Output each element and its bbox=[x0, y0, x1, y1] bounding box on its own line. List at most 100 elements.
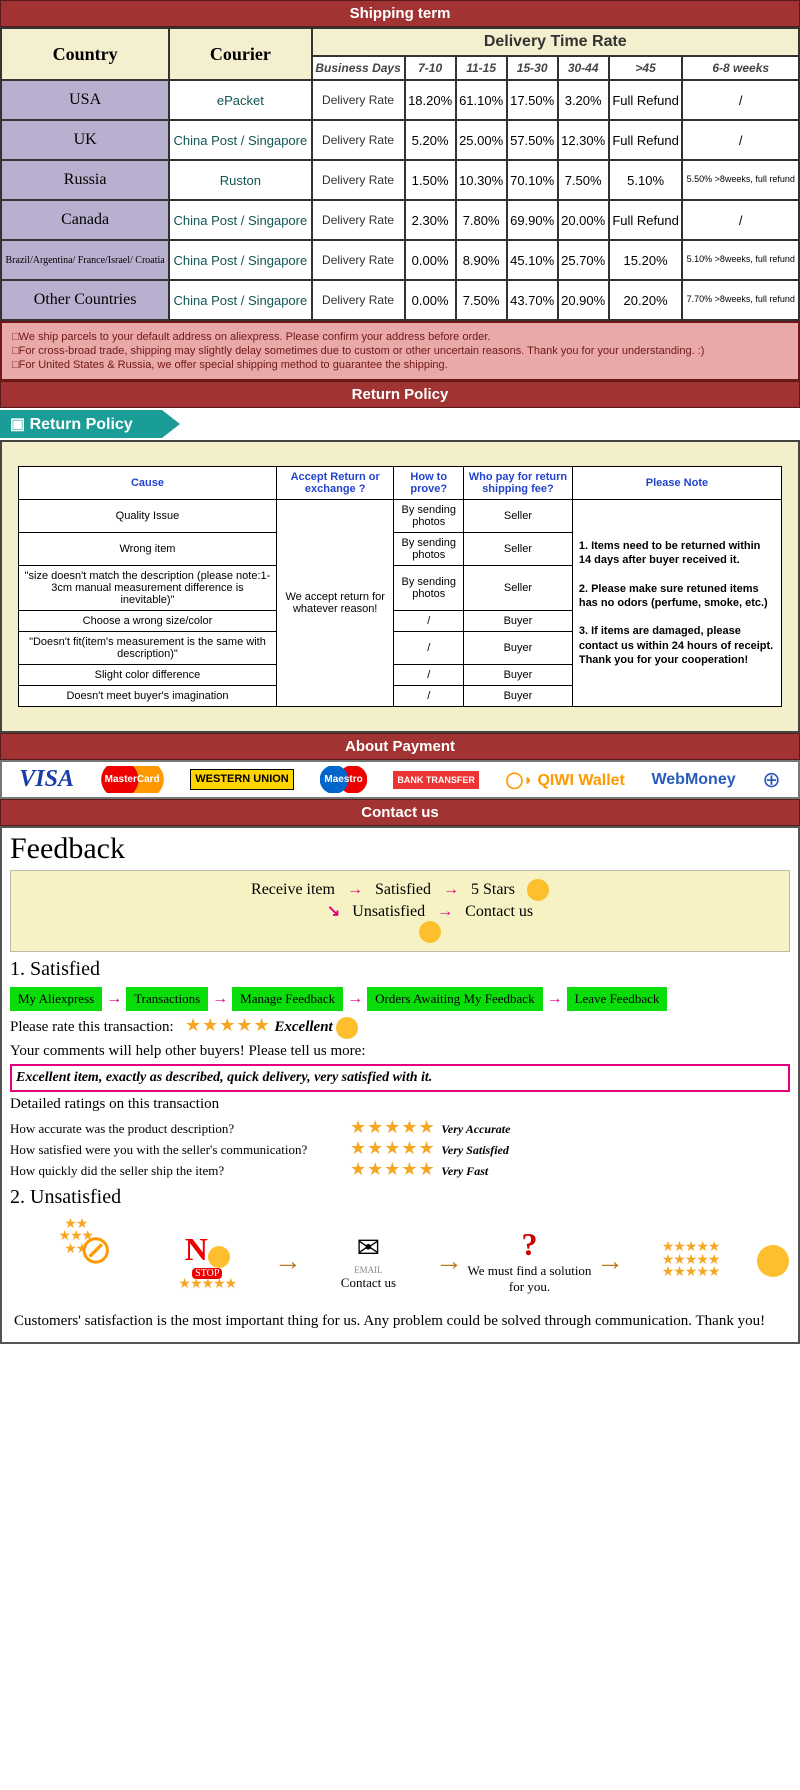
subcol: >45 bbox=[609, 56, 683, 80]
prove-cell: / bbox=[394, 632, 464, 665]
payer-cell: Buyer bbox=[464, 611, 573, 632]
solution-step: ? We must find a solution for you. bbox=[465, 1226, 595, 1295]
frown-icon bbox=[208, 1246, 230, 1268]
rate-cell: 20.90% bbox=[558, 280, 609, 320]
satisfied-steps: My Aliexpress→Transactions→Manage Feedba… bbox=[10, 987, 790, 1011]
cause-cell: Wrong item bbox=[19, 533, 277, 566]
courier-cell: Ruston bbox=[169, 160, 311, 200]
payment-header: About Payment bbox=[0, 733, 800, 760]
subcol: 15-30 bbox=[507, 56, 558, 80]
payer-cell: Buyer bbox=[464, 665, 573, 686]
return-col: Cause bbox=[19, 467, 277, 500]
cause-cell: Slight color difference bbox=[19, 665, 277, 686]
cause-cell: Choose a wrong size/color bbox=[19, 611, 277, 632]
return-col: Accept Return or exchange ? bbox=[276, 467, 394, 500]
webmoney-logo: WebMoney bbox=[651, 771, 735, 789]
subcol: Business Days bbox=[312, 56, 405, 80]
rate-cell: 57.50% bbox=[507, 120, 558, 160]
ship-note: □For United States & Russia, we offer sp… bbox=[12, 359, 788, 371]
arrow-icon: → bbox=[596, 1245, 624, 1277]
cause-cell: Quality Issue bbox=[19, 500, 277, 533]
rate-cell: 5.10% bbox=[609, 160, 683, 200]
prove-cell: / bbox=[394, 611, 464, 632]
return-col: How to prove? bbox=[394, 467, 464, 500]
col-delivery: Delivery Time Rate bbox=[312, 28, 799, 56]
cause-cell: "Doesn't fit(item's measurement is the s… bbox=[19, 632, 277, 665]
ship-note: □For cross-broad trade, shipping may sli… bbox=[12, 345, 788, 357]
country-cell: Canada bbox=[1, 200, 169, 240]
no-stars-icon: ★★★★★★★ ⊘ bbox=[11, 1219, 141, 1304]
green-step: Leave Feedback bbox=[567, 987, 668, 1011]
rate-cell: 45.10% bbox=[507, 240, 558, 280]
detail-row: How accurate was the product description… bbox=[10, 1117, 790, 1138]
prove-cell: / bbox=[394, 665, 464, 686]
green-step: Orders Awaiting My Feedback bbox=[367, 987, 542, 1011]
rate-transaction: Please rate this transaction: ★★★★★ Exce… bbox=[10, 1015, 790, 1039]
stars-icon: ★★★★★ bbox=[185, 1015, 271, 1035]
rate-cell: 12.30% bbox=[558, 120, 609, 160]
rate-cell: 5.20% bbox=[405, 120, 456, 160]
detail-q: How satisfied were you with the seller's… bbox=[10, 1142, 350, 1158]
rating-word: Excellent bbox=[274, 1019, 332, 1035]
rate-cell: Delivery Rate bbox=[312, 200, 405, 240]
country-cell: Other Countries bbox=[1, 280, 169, 320]
return-col: Who pay for return shipping fee? bbox=[464, 467, 573, 500]
stars-icon: ★★★★★ bbox=[350, 1117, 441, 1137]
detail-rating: Very Accurate bbox=[441, 1122, 510, 1136]
arrow-icon: → bbox=[106, 990, 122, 1007]
payer-cell: Seller bbox=[464, 500, 573, 533]
qiwi-logo: ◯◗ QIWI Wallet bbox=[505, 770, 624, 790]
col-country: Country bbox=[1, 28, 169, 80]
visa-logo: VISA bbox=[19, 766, 74, 793]
subcol: 7-10 bbox=[405, 56, 456, 80]
rate-cell: 0.00% bbox=[405, 240, 456, 280]
bank-transfer-logo: BANK TRANSFER bbox=[393, 771, 479, 789]
arrow-icon: → bbox=[347, 881, 363, 898]
cause-cell: "size doesn't match the description (ple… bbox=[19, 566, 277, 611]
arrow-down-icon: ↘ bbox=[327, 903, 340, 920]
rate-cell: 0.00% bbox=[405, 280, 456, 320]
return-banner: ▣ Return Policy bbox=[0, 410, 180, 438]
green-step: My Aliexpress bbox=[10, 987, 102, 1011]
shipping-table: Country Courier Delivery Time Rate Busin… bbox=[0, 27, 800, 321]
rate-cell: 69.90% bbox=[507, 200, 558, 240]
col-courier: Courier bbox=[169, 28, 311, 80]
smiley-icon bbox=[757, 1245, 789, 1277]
rate-cell: 5.10% >8weeks, full refund bbox=[682, 240, 799, 280]
rate-cell: Delivery Rate bbox=[312, 80, 405, 120]
arrow-icon: → bbox=[435, 1245, 463, 1277]
closing-text: Customers' satisfaction is the most impo… bbox=[14, 1313, 786, 1330]
satisfied-heading: 1. Satisfied bbox=[10, 958, 790, 981]
unsatisfied-heading: 2. Unsatisfied bbox=[10, 1186, 790, 1209]
subcol: 6-8 weeks bbox=[682, 56, 799, 80]
rate-cell: Delivery Rate bbox=[312, 240, 405, 280]
webmoney-icon: ⊕ bbox=[762, 767, 780, 793]
western-union-logo: WESTERN UNION bbox=[190, 769, 294, 790]
frown-icon bbox=[419, 921, 441, 943]
subcol: 30-44 bbox=[558, 56, 609, 80]
rate-cell: 2.30% bbox=[405, 200, 456, 240]
rate-cell: / bbox=[682, 80, 799, 120]
green-step: Transactions bbox=[126, 987, 208, 1011]
arrow-icon: → bbox=[347, 990, 363, 1007]
detail-q: How accurate was the product description… bbox=[10, 1121, 350, 1137]
detail-row: How satisfied were you with the seller's… bbox=[10, 1138, 790, 1159]
rate-cell: 7.50% bbox=[456, 280, 507, 320]
arrow-icon: → bbox=[547, 990, 563, 1007]
arrow-icon: → bbox=[437, 903, 453, 920]
flow-receive: Receive item bbox=[251, 881, 335, 898]
rate-cell: 18.20% bbox=[405, 80, 456, 120]
detail-rating: Very Fast bbox=[441, 1164, 488, 1178]
detail-row: How quickly did the seller ship the item… bbox=[10, 1159, 790, 1180]
prove-cell: By sending photos bbox=[394, 566, 464, 611]
happy-stars: ★★★★★★★★★★★★★★★ bbox=[626, 1242, 756, 1280]
rate-cell: 70.10% bbox=[507, 160, 558, 200]
payer-cell: Seller bbox=[464, 533, 573, 566]
return-wrap: CauseAccept Return or exchange ?How to p… bbox=[0, 440, 800, 733]
shipping-header: Shipping term bbox=[0, 0, 800, 27]
arrow-icon: → bbox=[443, 881, 459, 898]
rate-cell: Full Refund bbox=[609, 200, 683, 240]
rate-cell: Full Refund bbox=[609, 120, 683, 160]
smiley-icon bbox=[527, 879, 549, 901]
arrow-icon: → bbox=[212, 990, 228, 1007]
